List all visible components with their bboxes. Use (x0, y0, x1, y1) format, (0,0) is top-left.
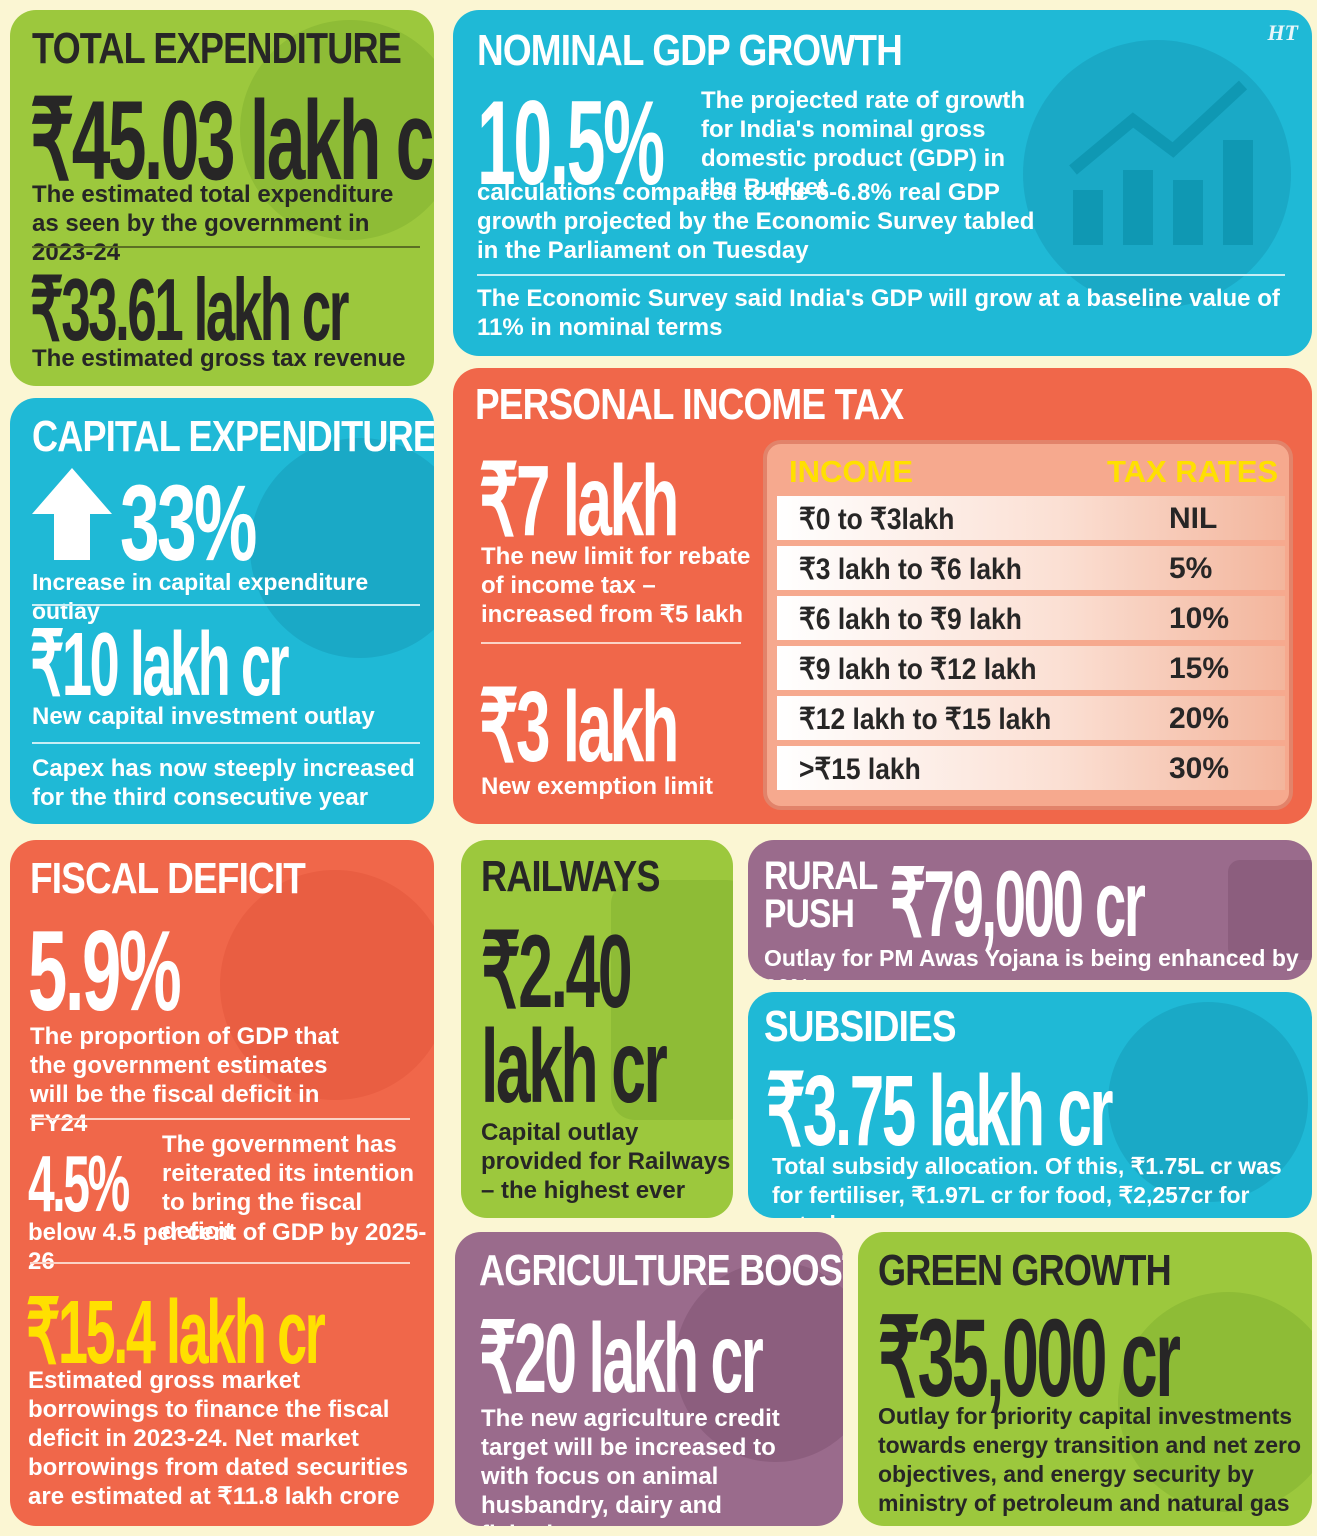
rural-push-desc: Outlay for PM Awas Yojana is being enhan… (764, 945, 1299, 980)
capex-note: Capex has now steeply increased for the … (32, 755, 415, 811)
table-row: ₹6 lakh to ₹9 lakh 10% (777, 596, 1285, 640)
fiscal-deficit-value: 5.9% (28, 908, 182, 1035)
tractor-icon (675, 1262, 843, 1462)
divider (32, 742, 420, 744)
rebate-limit-value: ₹7 lakh (479, 445, 679, 557)
divider (32, 246, 420, 248)
personal-income-tax-title: PERSONAL INCOME TAX (475, 380, 904, 429)
nominal-gdp-desc-top: The projected rate of growth for India's… (701, 87, 1026, 201)
green-growth-card: GREEN GROWTH ₹35,000 cr Outlay for prior… (858, 1232, 1312, 1526)
fiscal-deficit-desc: The proportion of GDP that the governmen… (30, 1023, 339, 1137)
railways-value-line2: lakh cr (481, 1009, 668, 1125)
railways-card: RAILWAYS ₹2.40 lakh cr Capital outlay pr… (461, 840, 733, 1218)
table-row: >₹15 lakh 30% (777, 746, 1285, 790)
subsidies-card: SUBSIDIES ₹3.75 lakh cr Total subsidy al… (748, 992, 1312, 1218)
rupee-hand-icon (250, 438, 434, 658)
income-column-header: INCOME (789, 454, 913, 489)
rate-cell: 15% (1169, 652, 1230, 685)
trend-arrow-icon (1069, 80, 1253, 245)
rate-cell: 5% (1169, 552, 1213, 585)
tax-rates-column-header: TAX RATES (1107, 454, 1279, 489)
green-growth-desc: Outlay for priority capital investments … (878, 1403, 1302, 1516)
fiscal-deficit-card: FISCAL DEFICIT 5.9% The proportion of GD… (10, 840, 434, 1526)
declining-chart-icon (220, 870, 434, 1100)
tax-rates-table: INCOME TAX RATES ₹0 to ₹3lakh NIL ₹3 lak… (763, 440, 1293, 810)
deficit-target-desc-bottom: below 4.5 per cent of GDP by 2025-26 (28, 1219, 427, 1275)
income-cell: ₹3 lakh to ₹6 lakh (799, 553, 1022, 586)
capital-expenditure-card: CAPITAL EXPENDITURE 33% Increase in capi… (10, 398, 434, 824)
rural-push-title-line1: RURAL (764, 854, 878, 898)
rate-cell: 30% (1169, 752, 1230, 785)
nominal-gdp-note: The Economic Survey said India's GDP wil… (477, 285, 1280, 341)
income-cell: ₹12 lakh to ₹15 lakh (799, 703, 1052, 736)
nominal-gdp-desc-bottom: calculations compared to the 6-6.8% real… (477, 179, 1035, 264)
rural-push-title-line2: PUSH (764, 892, 855, 936)
income-cell: ₹9 lakh to ₹12 lakh (799, 653, 1037, 686)
house-icon (1228, 860, 1312, 960)
nominal-gdp-title: NOMINAL GDP GROWTH (477, 26, 903, 75)
railways-value-line1: ₹2.40 (481, 914, 633, 1030)
rural-push-card: RURAL PUSH ₹79,000 cr Outlay for PM Awas… (748, 840, 1312, 980)
nominal-gdp-value: 10.5% (477, 76, 665, 210)
total-expenditure-value: ₹45.03 lakh cr (30, 78, 434, 203)
table-row: ₹3 lakh to ₹6 lakh 5% (777, 546, 1285, 590)
capex-outlay-value: ₹10 lakh cr (30, 615, 290, 715)
green-growth-title: GREEN GROWTH (878, 1246, 1172, 1295)
capex-increase-value: 33% (120, 462, 257, 583)
money-bag-icon (1108, 1002, 1308, 1202)
total-expenditure-card: TOTAL EXPENDITURE ₹45.03 lakh cr The est… (10, 10, 434, 386)
rate-cell: NIL (1169, 502, 1218, 535)
rebate-limit-desc: The new limit for rebate of income tax –… (481, 543, 751, 628)
agriculture-desc: The new agriculture credit target will b… (481, 1405, 780, 1526)
income-cell: >₹15 lakh (799, 753, 921, 786)
agriculture-card: AGRICULTURE BOOST ₹20 lakh cr The new ag… (455, 1232, 843, 1526)
rate-cell: 10% (1169, 602, 1230, 635)
market-borrowings-value: ₹15.4 lakh cr (26, 1283, 326, 1383)
agriculture-title: AGRICULTURE BOOST (479, 1246, 843, 1295)
leaf-icon (1118, 1292, 1312, 1512)
exemption-limit-desc: New exemption limit (481, 773, 714, 800)
income-cell: ₹0 to ₹3lakh (799, 503, 955, 536)
personal-income-tax-card: PERSONAL INCOME TAX ₹7 lakh The new limi… (453, 368, 1312, 824)
deficit-target-desc: The government has reiterated its intent… (162, 1131, 415, 1245)
income-cell: ₹6 lakh to ₹9 lakh (799, 603, 1022, 636)
subsidies-title: SUBSIDIES (764, 1002, 957, 1051)
rupee-note-icon (240, 20, 434, 240)
divider (32, 604, 420, 606)
subsidies-desc: Total subsidy allocation. Of this, ₹1.75… (772, 1153, 1282, 1218)
table-row: ₹0 to ₹3lakh NIL (777, 496, 1285, 540)
nominal-gdp-card: HT NOMINAL GDP GROWTH 10.5% The projecte… (453, 10, 1312, 356)
railways-desc: Capital outlay provided for Railways – t… (481, 1119, 731, 1204)
up-arrow-icon (32, 468, 112, 560)
market-borrowings-desc: Estimated gross market borrowings to fin… (28, 1367, 409, 1510)
gross-tax-value: ₹33.61 lakh cr (30, 260, 349, 359)
capital-expenditure-title: CAPITAL EXPENDITURE (32, 412, 434, 461)
total-expenditure-title: TOTAL EXPENDITURE (32, 24, 402, 73)
exemption-limit-value: ₹3 lakh (479, 671, 679, 783)
railways-title: RAILWAYS (481, 852, 660, 901)
green-growth-value: ₹35,000 cr (878, 1297, 1181, 1420)
total-expenditure-desc: The estimated total expenditure as seen … (32, 181, 394, 266)
table-row: ₹12 lakh to ₹15 lakh 20% (777, 696, 1285, 740)
deficit-target-value: 4.5% (28, 1139, 130, 1228)
capex-increase-desc: Increase in capital expenditure outlay (32, 569, 369, 624)
divider (30, 1262, 410, 1264)
agriculture-value: ₹20 lakh cr (479, 1303, 764, 1413)
divider (481, 642, 741, 644)
rate-cell: 20% (1169, 702, 1230, 735)
train-icon (611, 880, 733, 1120)
table-row: ₹9 lakh to ₹12 lakh 15% (777, 646, 1285, 690)
subsidies-value: ₹3.75 lakh cr (766, 1055, 1113, 1167)
ht-logo: HT (1267, 20, 1298, 45)
gross-tax-desc: The estimated gross tax revenue (32, 345, 406, 372)
capex-outlay-desc: New capital investment outlay (32, 703, 375, 730)
rural-push-value: ₹79,000 cr (890, 851, 1146, 956)
divider (477, 274, 1285, 276)
fiscal-deficit-title: FISCAL DEFICIT (30, 854, 306, 903)
divider (30, 1118, 410, 1120)
